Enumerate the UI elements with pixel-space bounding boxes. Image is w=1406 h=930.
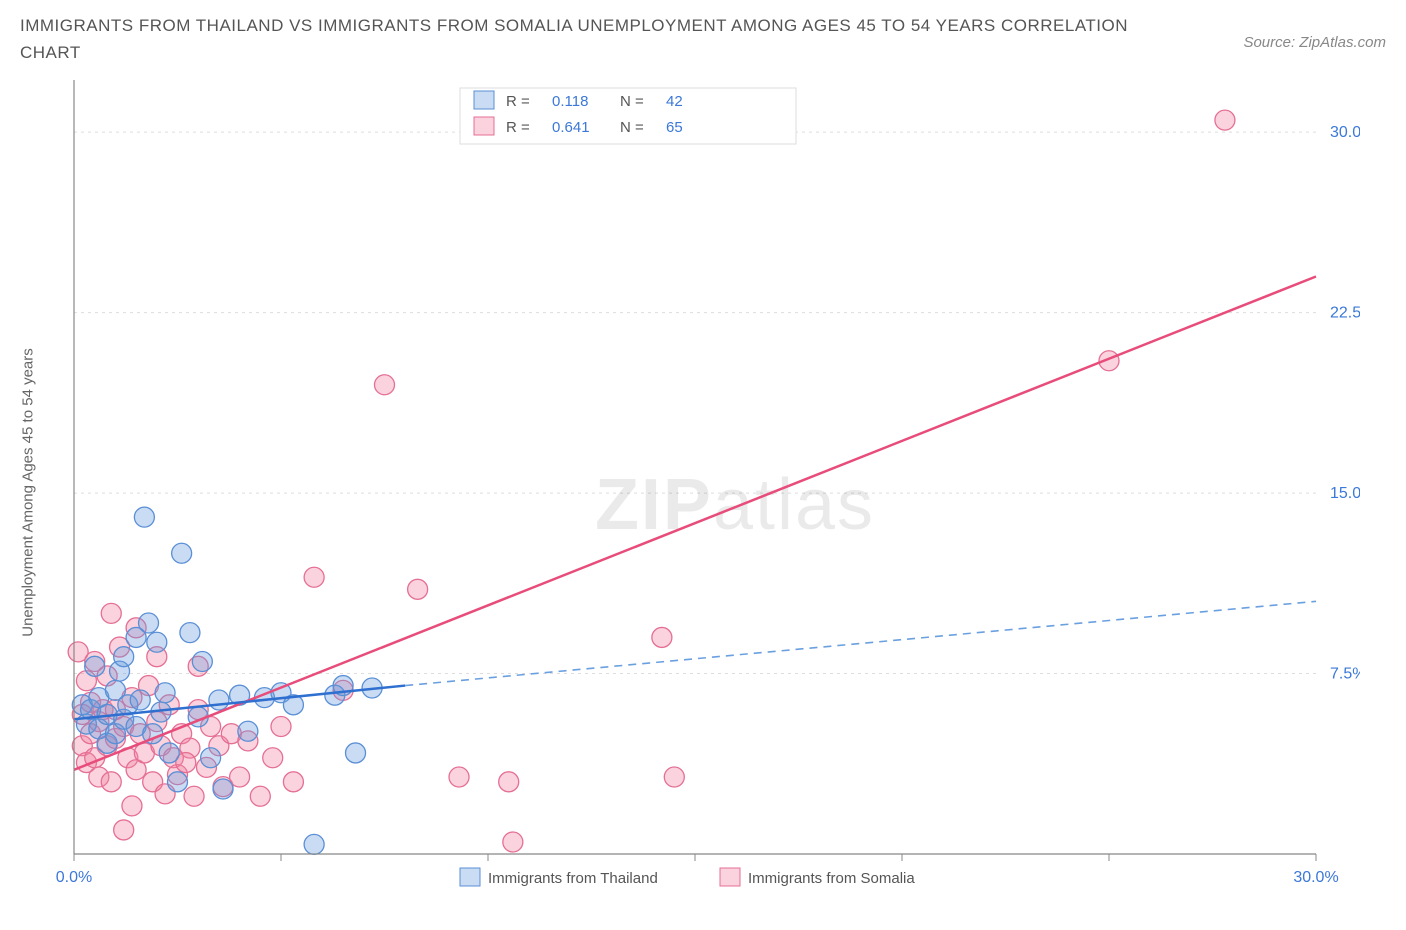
data-point-somalia — [499, 772, 519, 792]
legend-n-value: 65 — [666, 119, 683, 136]
data-point-thailand — [147, 633, 167, 653]
chart-title: IMMIGRANTS FROM THAILAND VS IMMIGRANTS F… — [20, 12, 1140, 66]
data-point-thailand — [238, 722, 258, 742]
data-point-somalia — [263, 748, 283, 768]
legend-r-label: R = — [506, 93, 530, 110]
y-tick-label: 30.0% — [1330, 125, 1360, 142]
data-point-thailand — [180, 623, 200, 643]
y-tick-label: 7.5% — [1330, 666, 1360, 683]
data-point-somalia — [652, 628, 672, 648]
data-point-thailand — [172, 544, 192, 564]
legend-swatch — [474, 91, 494, 109]
data-point-somalia — [408, 580, 428, 600]
legend-n-value: 42 — [666, 93, 683, 110]
data-point-somalia — [1215, 110, 1235, 130]
x-tick-label: 30.0% — [1293, 869, 1338, 886]
data-point-thailand — [192, 652, 212, 672]
data-point-thailand — [213, 779, 233, 799]
data-point-somalia — [114, 820, 134, 840]
data-point-somalia — [449, 767, 469, 787]
y-tick-label: 15.0% — [1330, 485, 1360, 502]
bottom-legend-swatch — [720, 868, 740, 886]
data-point-somalia — [230, 767, 250, 787]
data-point-thailand — [346, 743, 366, 763]
data-point-thailand — [155, 683, 175, 703]
legend-swatch — [474, 117, 494, 135]
data-point-somalia — [304, 568, 324, 588]
correlation-scatter-chart: ZIPatlas 0.0% 30.0% 7.5% 15.0% 22.5% 30.0% R = 0… — [20, 74, 1360, 894]
trendline-somalia — [74, 277, 1316, 770]
data-point-somalia — [283, 772, 303, 792]
source-attribution: Source: ZipAtlas.com — [1243, 34, 1386, 51]
data-point-somalia — [271, 717, 291, 737]
legend-r-value: 0.118 — [552, 93, 588, 110]
data-point-thailand — [209, 690, 229, 710]
data-point-thailand — [134, 508, 154, 528]
data-point-somalia — [101, 604, 121, 624]
y-axis-label: Unemployment Among Ages 45 to 54 years — [20, 349, 37, 638]
bottom-legend-swatch — [460, 868, 480, 886]
y-tick-label: 22.5% — [1330, 305, 1360, 322]
x-tick-label: 0.0% — [56, 869, 92, 886]
data-point-somalia — [503, 832, 523, 852]
bottom-legend-label: Immigrants from Somalia — [748, 870, 915, 887]
data-point-somalia — [101, 772, 121, 792]
legend-n-label: N = — [620, 119, 644, 136]
data-point-thailand — [85, 657, 105, 677]
data-point-somalia — [184, 787, 204, 807]
data-point-thailand — [159, 743, 179, 763]
data-point-somalia — [664, 767, 684, 787]
data-point-thailand — [139, 613, 159, 633]
legend-r-label: R = — [506, 119, 530, 136]
legend-r-value: 0.641 — [552, 119, 590, 136]
bottom-legend-label: Immigrants from Thailand — [488, 870, 658, 887]
data-point-somalia — [122, 796, 142, 816]
data-point-somalia — [250, 787, 270, 807]
data-point-somalia — [375, 375, 395, 395]
watermark: ZIPatlas — [595, 465, 875, 545]
data-point-thailand — [168, 772, 188, 792]
data-point-thailand — [201, 748, 221, 768]
data-point-thailand — [304, 835, 324, 855]
data-point-thailand — [114, 647, 134, 667]
legend-n-label: N = — [620, 93, 644, 110]
trendline-thailand-dash — [405, 602, 1316, 686]
data-point-thailand — [130, 690, 150, 710]
